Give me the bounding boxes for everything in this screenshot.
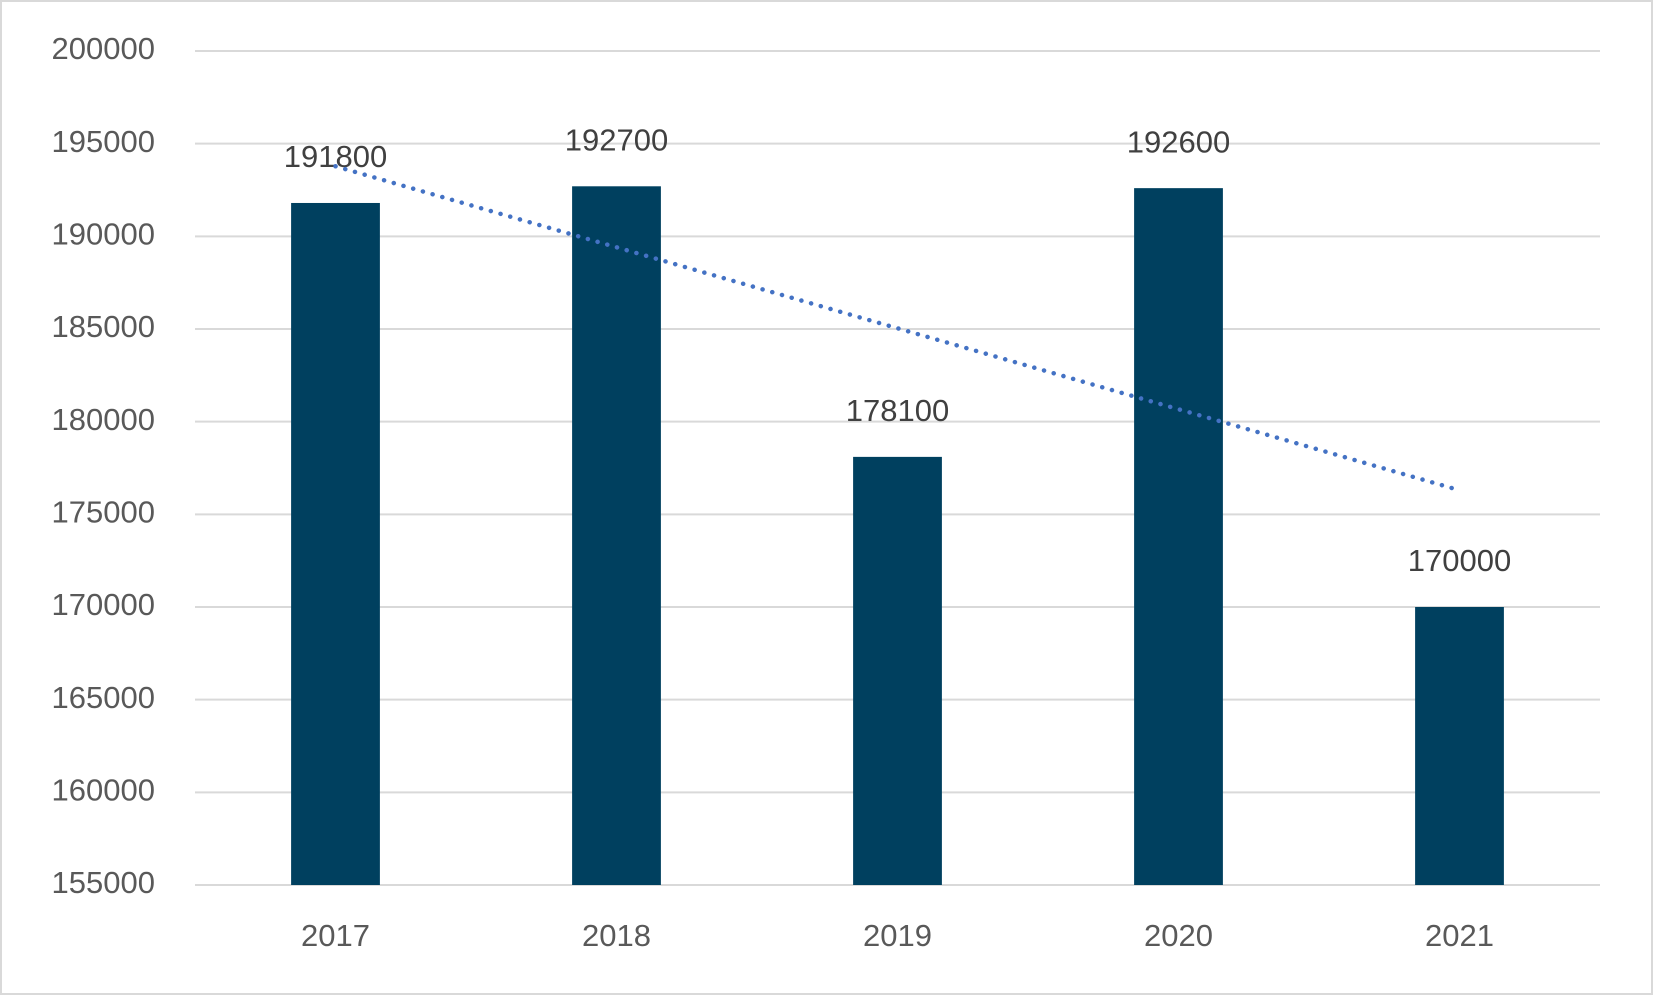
- x-tick-label: 2018: [582, 918, 651, 953]
- trendline: [333, 164, 1462, 493]
- y-tick-label: 200000: [52, 31, 155, 66]
- y-tick-label: 170000: [52, 587, 155, 622]
- bar: [853, 456, 942, 885]
- x-tick-label: 2021: [1425, 918, 1494, 953]
- data-label: 170000: [1408, 543, 1511, 578]
- x-tick-label: 2020: [1144, 918, 1213, 953]
- y-tick-label: 180000: [52, 402, 155, 437]
- y-tick-label: 190000: [52, 217, 155, 252]
- bar: [572, 186, 661, 885]
- y-tick-label: 195000: [52, 124, 155, 159]
- data-label: 191800: [284, 139, 387, 174]
- y-tick-label: 165000: [52, 680, 155, 715]
- y-tick-label: 185000: [52, 309, 155, 344]
- x-tick-label: 2019: [863, 918, 932, 953]
- data-label: 192600: [1127, 124, 1230, 159]
- bar: [1415, 607, 1504, 885]
- bar: [1134, 188, 1223, 885]
- y-tick-label: 160000: [52, 773, 155, 808]
- data-label: 192700: [565, 122, 668, 157]
- data-label: 178100: [846, 393, 949, 428]
- x-tick-label: 2017: [301, 918, 370, 953]
- bar: [291, 202, 380, 885]
- y-tick-label: 175000: [52, 495, 155, 530]
- y-tick-label: 155000: [52, 865, 155, 900]
